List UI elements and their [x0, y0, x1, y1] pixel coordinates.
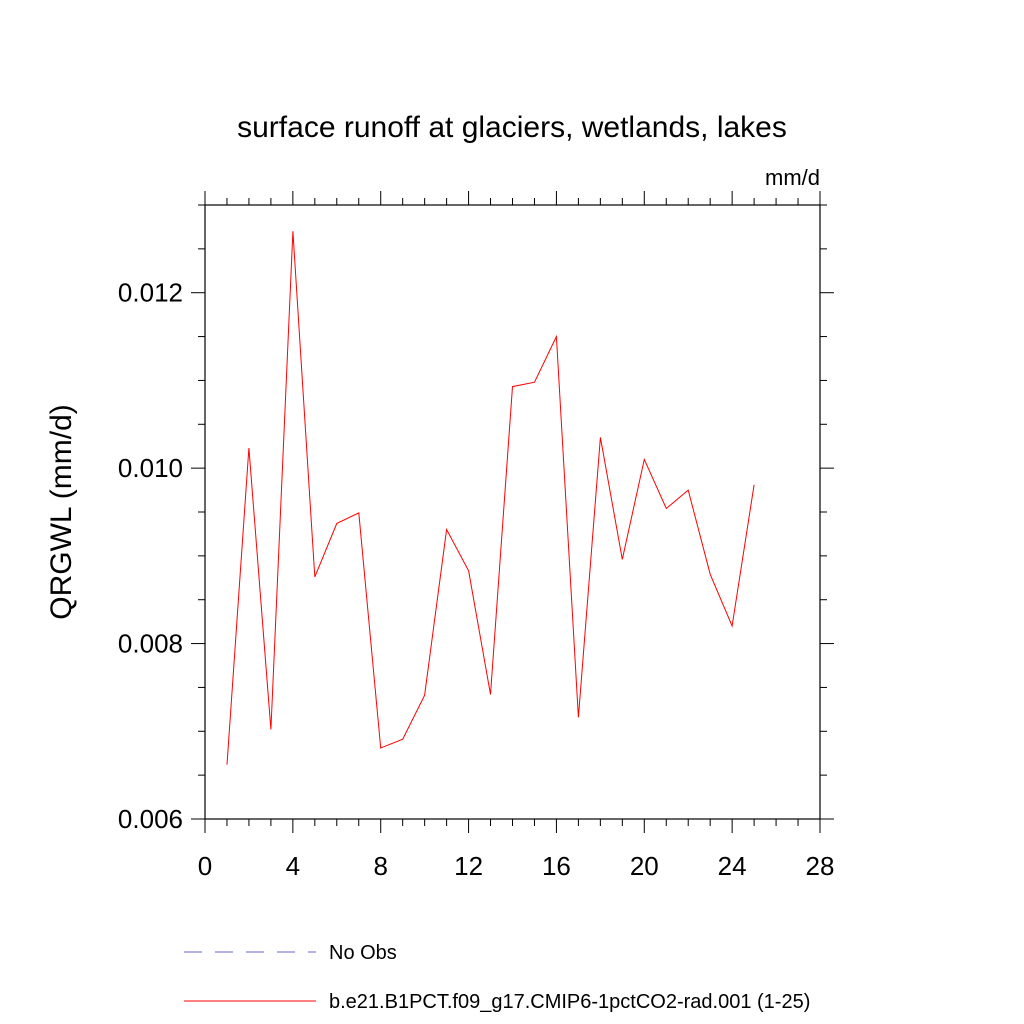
x-tick-label: 24	[718, 851, 747, 881]
chart-title: surface runoff at glaciers, wetlands, la…	[237, 111, 787, 144]
series-line	[226, 231, 755, 765]
plot-frame	[204, 204, 821, 820]
minor-ticks	[198, 198, 827, 826]
legend-label: b.e21.B1PCT.f09_g17.CMIP6-1pctCO2-rad.00…	[329, 991, 810, 1013]
legend-label: No Obs	[329, 942, 397, 964]
x-tick-label: 4	[286, 851, 300, 881]
y-tick-label: 0.012	[118, 278, 183, 308]
y-tick-label: 0.008	[118, 629, 183, 659]
x-tick-label: 16	[542, 851, 571, 881]
y-tick-label: 0.010	[118, 453, 183, 483]
y-axis-label: QRGWL (mm/d)	[45, 404, 78, 620]
legend: No Obs b.e21.B1PCT.f09_g17.CMIP6-1pctCO2-…	[184, 942, 810, 1013]
y-tick-label: 0.006	[118, 804, 183, 834]
units-label: mm/d	[765, 165, 820, 190]
x-tick-label: 28	[806, 851, 835, 881]
series-layer	[226, 231, 755, 765]
x-tick-label: 0	[198, 851, 212, 881]
x-tick-label: 20	[630, 851, 659, 881]
major-ticks	[191, 191, 834, 833]
tick-labels: 0 4 8 12 16 20 24 28 0.006 0.008 0.010 0.012	[118, 278, 835, 881]
x-tick-label: 8	[373, 851, 387, 881]
x-tick-label: 12	[454, 851, 483, 881]
